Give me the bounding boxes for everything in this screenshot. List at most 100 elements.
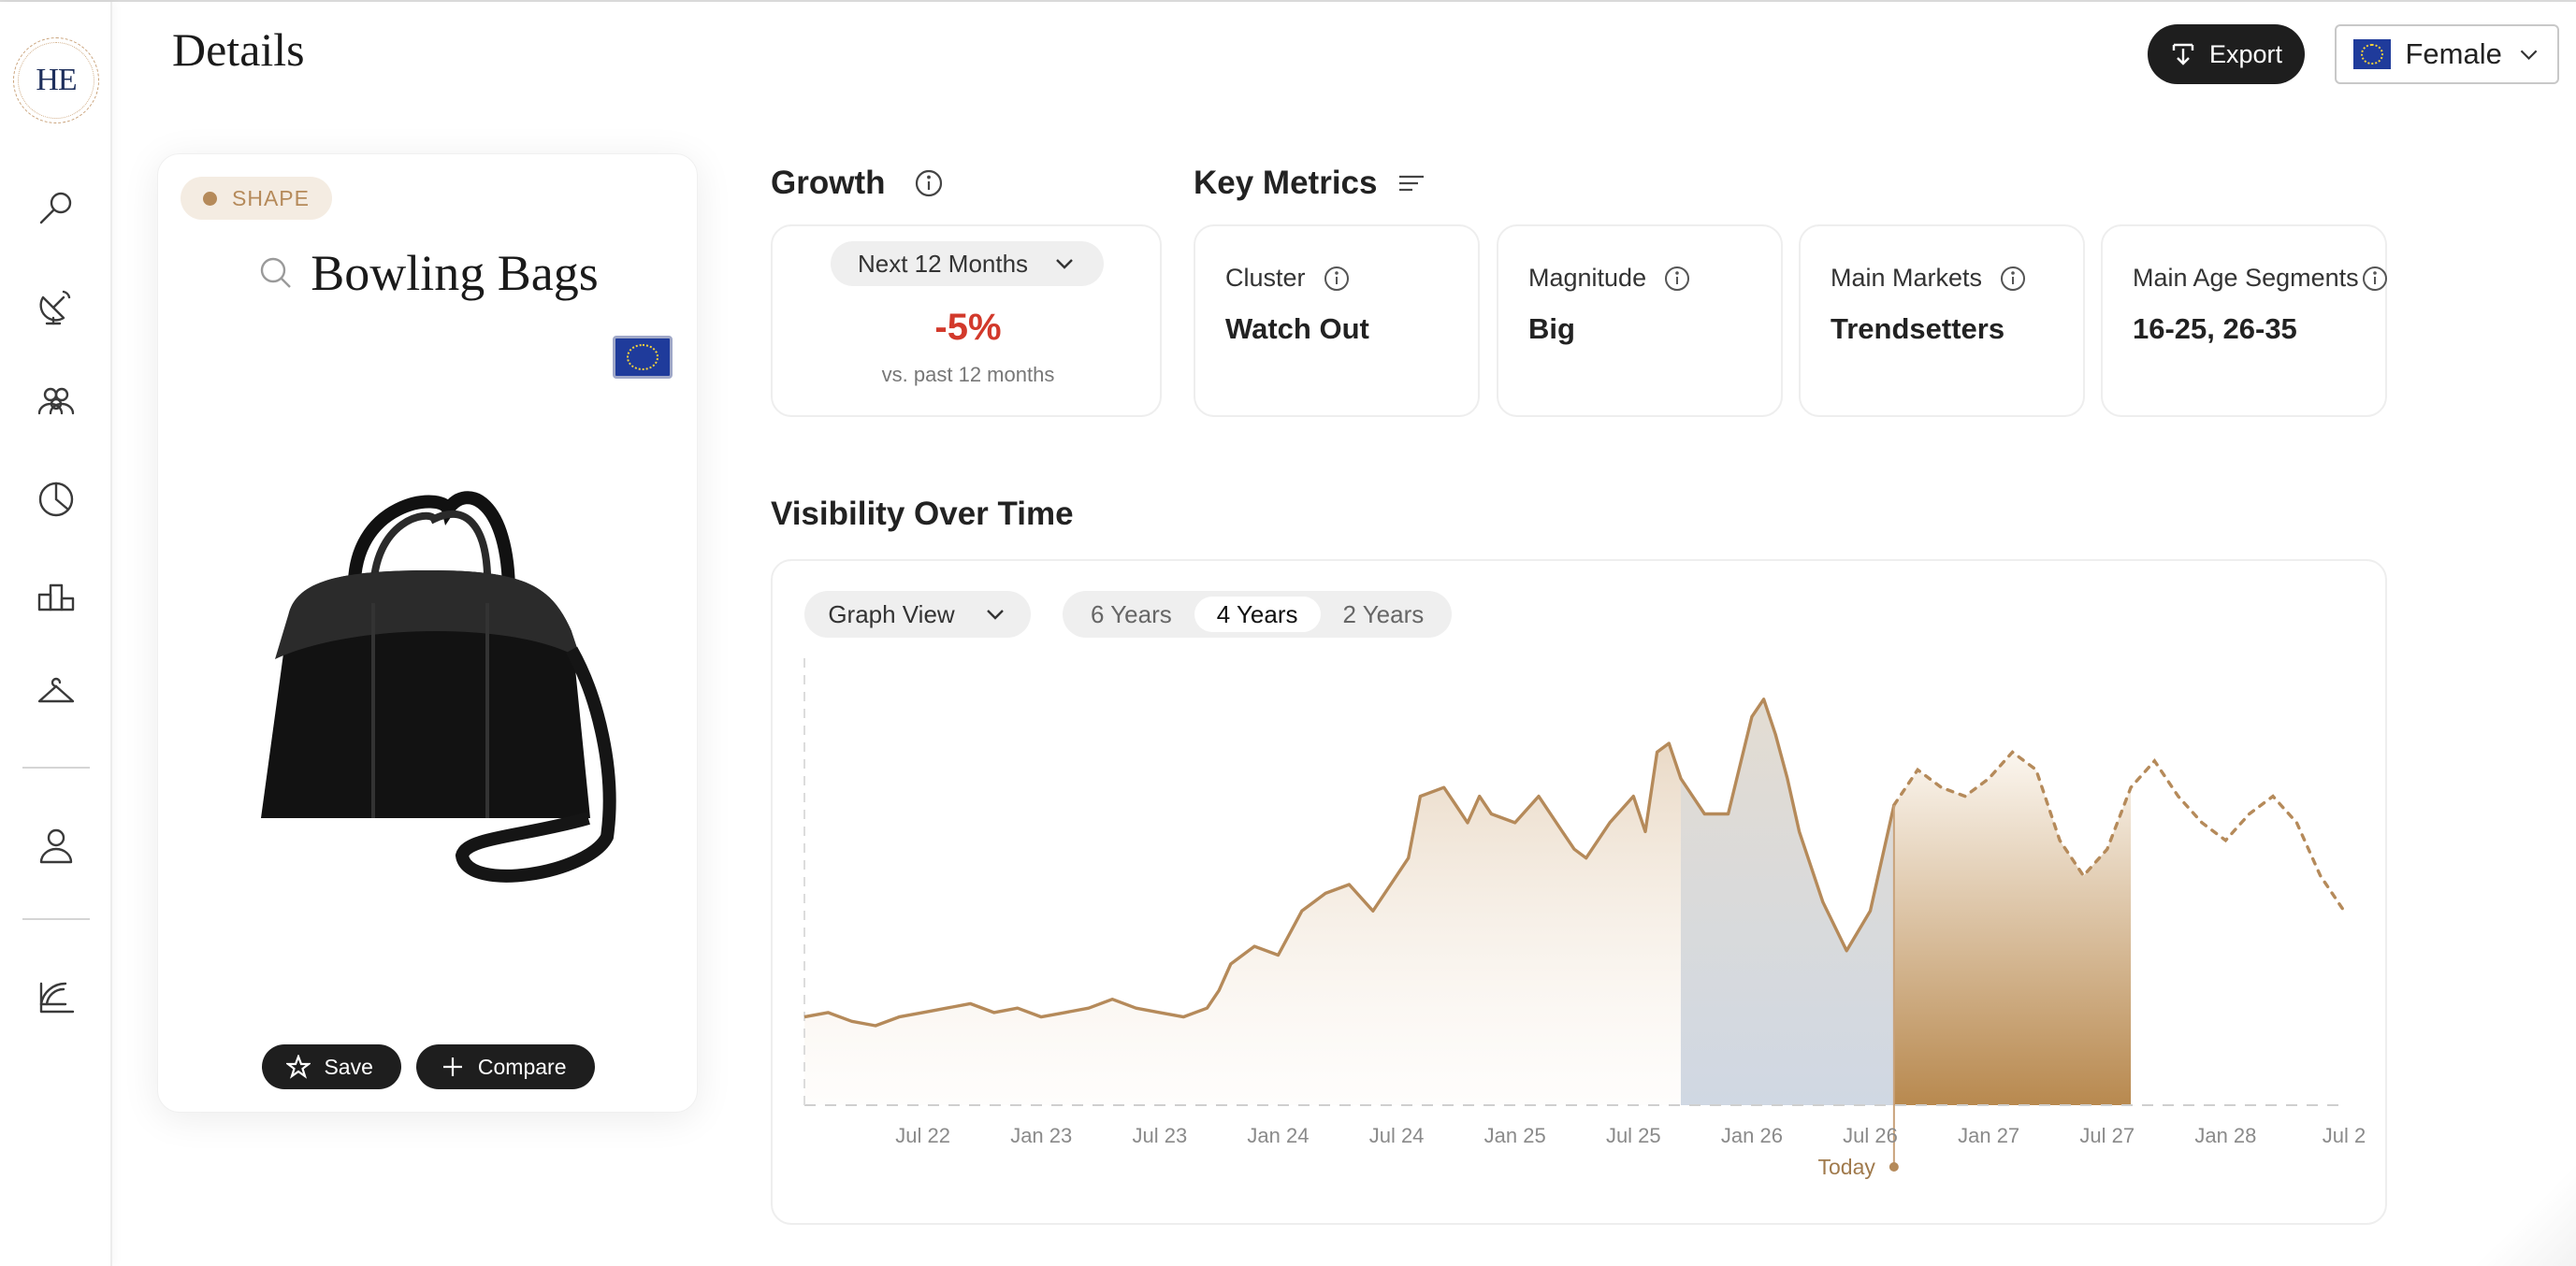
growth-period-select[interactable]: Next 12 Months [831, 241, 1104, 286]
metric-card-cluster: Cluster Watch Out [1194, 224, 1480, 417]
product-name: Bowling Bags [311, 245, 599, 301]
info-icon[interactable] [913, 167, 945, 199]
x-tick-label: Jan 25 [1484, 1124, 1546, 1147]
save-label: Save [324, 1054, 373, 1079]
metric-card-magnitude: Magnitude Big [1497, 224, 1783, 417]
metric-label: Magnitude [1528, 264, 1691, 293]
range-tabs: 6 Years 4 Years 2 Years [1063, 591, 1453, 638]
growth-card: Next 12 Months -5% vs. past 12 months [771, 224, 1162, 417]
badge-dot [203, 191, 217, 206]
growth-heading: Growth [771, 165, 945, 202]
info-icon[interactable] [1999, 265, 2027, 293]
history-area [804, 743, 1681, 1105]
metric-value: Trendsetters [1831, 312, 2005, 345]
category-badge: SHAPE [181, 177, 332, 220]
hanger-icon [37, 677, 75, 703]
star-icon [286, 1055, 311, 1079]
metric-value: Watch Out [1225, 312, 1369, 345]
search-icon [261, 257, 292, 288]
podium-icon [37, 583, 75, 611]
export-button[interactable]: Export [2148, 24, 2305, 84]
pie-chart-icon [38, 482, 74, 517]
x-tick-label: Jul 23 [1132, 1124, 1187, 1147]
chevron-down-icon [2520, 50, 2538, 61]
growth-title: Growth [771, 165, 886, 201]
sidebar-item-profile[interactable] [34, 823, 79, 868]
sidebar-item-ranking[interactable] [34, 574, 79, 619]
tab-6-years[interactable]: 6 Years [1091, 599, 1172, 628]
metric-card-age-segments: Main Age Segments 16-25, 26-35 [2101, 224, 2387, 417]
card-actions: Save Compare [158, 1044, 699, 1089]
logo-ring [18, 42, 94, 119]
gender-value: Female [2405, 37, 2502, 70]
forecast-series-line [1892, 750, 2346, 913]
growth-subtitle: vs. past 12 months [881, 363, 1055, 386]
visibility-heading: Visibility Over Time [771, 496, 1074, 533]
eu-flag-icon [613, 336, 673, 379]
metric-label: Main Age Segments [2133, 264, 2389, 293]
x-tick-label: Jul 25 [1606, 1124, 1661, 1147]
user-icon [39, 828, 73, 864]
sidebar-item-reports[interactable] [34, 974, 79, 1019]
tab-2-years[interactable]: 2 Years [1342, 599, 1425, 628]
chevron-down-icon [1056, 259, 1073, 269]
chevron-down-icon [986, 610, 1004, 620]
graph-view-select[interactable]: Graph View [804, 591, 1031, 638]
info-icon[interactable] [1323, 265, 1351, 293]
download-icon [2172, 43, 2194, 65]
graph-view-value: Graph View [828, 599, 955, 628]
sidebar-item-analytics[interactable] [34, 477, 79, 522]
x-tick-label: Jul 2 [2323, 1124, 2366, 1147]
logo[interactable]: HE [13, 37, 99, 123]
x-tick-label: Jan 24 [1247, 1124, 1309, 1147]
compare-label: Compare [477, 1054, 567, 1079]
sidebar-item-radar[interactable] [34, 282, 79, 327]
x-tick-label: Jan 26 [1721, 1124, 1783, 1147]
sidebar-divider [22, 918, 90, 920]
satellite-dish-icon [39, 290, 71, 325]
today-label: Today [1817, 1155, 1875, 1179]
x-tick-label: Jul 27 [2079, 1124, 2135, 1147]
x-tick-label: Jan 28 [2194, 1124, 2256, 1147]
metric-card-markets: Main Markets Trendsetters [1799, 224, 2085, 417]
x-tick-label: Jan 23 [1010, 1124, 1072, 1147]
growth-period-value: Next 12 Months [857, 249, 1029, 278]
x-tick-label: Jul 24 [1369, 1124, 1425, 1147]
metric-value: 16-25, 26-35 [2133, 312, 2297, 345]
growth-value: -5% [934, 307, 1002, 348]
sidebar-item-search[interactable] [34, 185, 79, 230]
sidebar: HE [0, 2, 112, 1266]
today-marker-dot [1889, 1162, 1899, 1172]
sort-lines-icon[interactable] [1396, 167, 1427, 199]
x-tick-label: Jul 22 [895, 1124, 950, 1147]
eu-flag-icon [2353, 39, 2391, 69]
actual-series-line [803, 698, 1896, 1028]
metric-label: Cluster [1225, 264, 1351, 293]
info-icon[interactable] [1663, 265, 1691, 293]
tab-4-years[interactable]: 4 Years [1194, 597, 1321, 632]
product-card: SHAPE Bowling Bags Save Compare [157, 153, 698, 1113]
product-image [261, 491, 616, 883]
gender-select[interactable]: Female [2335, 24, 2559, 84]
page-title: Details [172, 23, 305, 76]
info-icon[interactable] [2361, 265, 2389, 293]
save-button[interactable]: Save [262, 1044, 401, 1089]
corner-decoration [2473, 1163, 2576, 1266]
key-metrics-heading: Key Metrics [1194, 165, 1427, 202]
sidebar-divider [22, 767, 90, 769]
search-icon [39, 192, 72, 224]
metric-label: Main Markets [1831, 264, 2027, 293]
top-border [0, 0, 2576, 2]
users-icon [37, 387, 75, 415]
chart-book-icon [39, 982, 75, 1014]
x-tick-label: Jul 26 [1843, 1124, 1898, 1147]
product-title: Bowling Bags [158, 244, 699, 302]
sidebar-item-audience[interactable] [34, 380, 79, 424]
forecast-area [1893, 752, 2132, 1105]
metric-value: Big [1528, 312, 1575, 345]
visibility-chart: Today Jul 22 Jan 23 Jul 23 Jan 24 Jul 24 Jan 2… [803, 658, 2366, 1179]
compare-button[interactable]: Compare [415, 1044, 595, 1089]
sidebar-item-fashion[interactable] [34, 671, 79, 716]
plus-icon [442, 1057, 462, 1076]
recent-area [1680, 698, 1894, 1105]
